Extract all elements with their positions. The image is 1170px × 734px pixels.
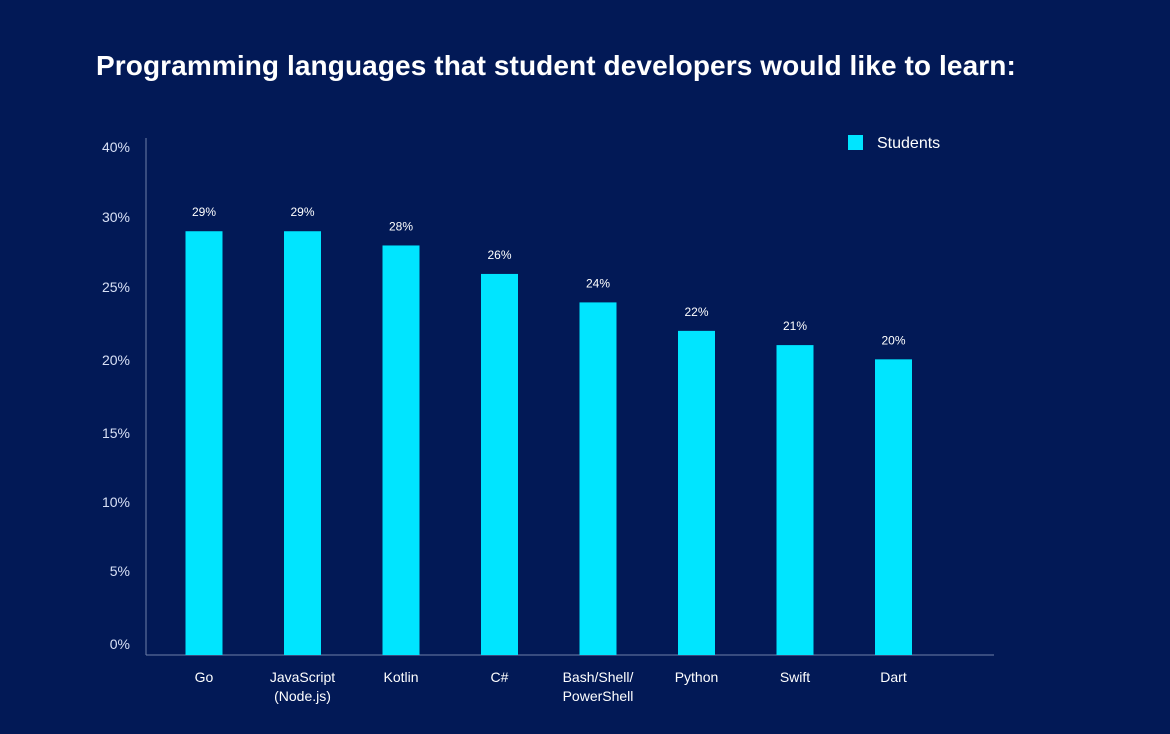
chart-title: Programming languages that student devel… [96,50,1016,81]
y-tick-label: 40% [102,139,130,155]
bar-value-label: 22% [684,305,708,319]
y-tick-label: 5% [110,563,130,579]
legend: Students [848,135,940,152]
x-category-label: PowerShell [563,688,634,704]
x-category-label: Dart [880,669,907,685]
bar [185,231,223,655]
bar-value-label: 21% [783,319,807,333]
y-tick-label: 30% [102,209,130,225]
x-category-label: Bash/Shell/ [563,669,634,685]
x-category-label: C# [491,669,509,685]
x-axis: Go JavaScript (Node.js) Kotlin C# Bash/Shell/… [146,654,994,704]
y-tick-label: 10% [102,494,130,510]
y-tick-label: 15% [102,425,130,441]
x-category-label: Python [675,669,719,685]
x-category-label: JavaScript [270,669,335,685]
legend-label: Students [877,135,940,152]
x-category-label: Go [195,669,214,685]
y-tick-label: 0% [110,636,130,652]
x-category-label: Kotlin [383,669,418,685]
bar [481,273,518,655]
y-axis: 0% 5% 10% 15% 20% 25% 30% 40% [102,138,147,655]
bar [875,359,912,655]
bar [776,345,814,655]
y-tick-label: 25% [102,279,130,295]
bar [284,231,321,655]
y-tick-label: 20% [102,352,130,368]
x-category-label: (Node.js) [274,688,331,704]
bar [382,245,420,655]
bar-value-label: 29% [290,205,314,219]
bar-value-label: 29% [192,205,216,219]
bars: 29% 29% 28% 26% 24% 22% 21% 20% [185,205,912,655]
legend-swatch [848,135,863,150]
bar-value-label: 26% [487,248,511,262]
bar-value-label: 24% [586,276,610,290]
bar-value-label: 20% [881,333,905,347]
x-category-label: Swift [780,669,810,685]
bar-value-label: 28% [389,219,413,233]
bar [579,302,617,655]
bar [678,330,715,655]
